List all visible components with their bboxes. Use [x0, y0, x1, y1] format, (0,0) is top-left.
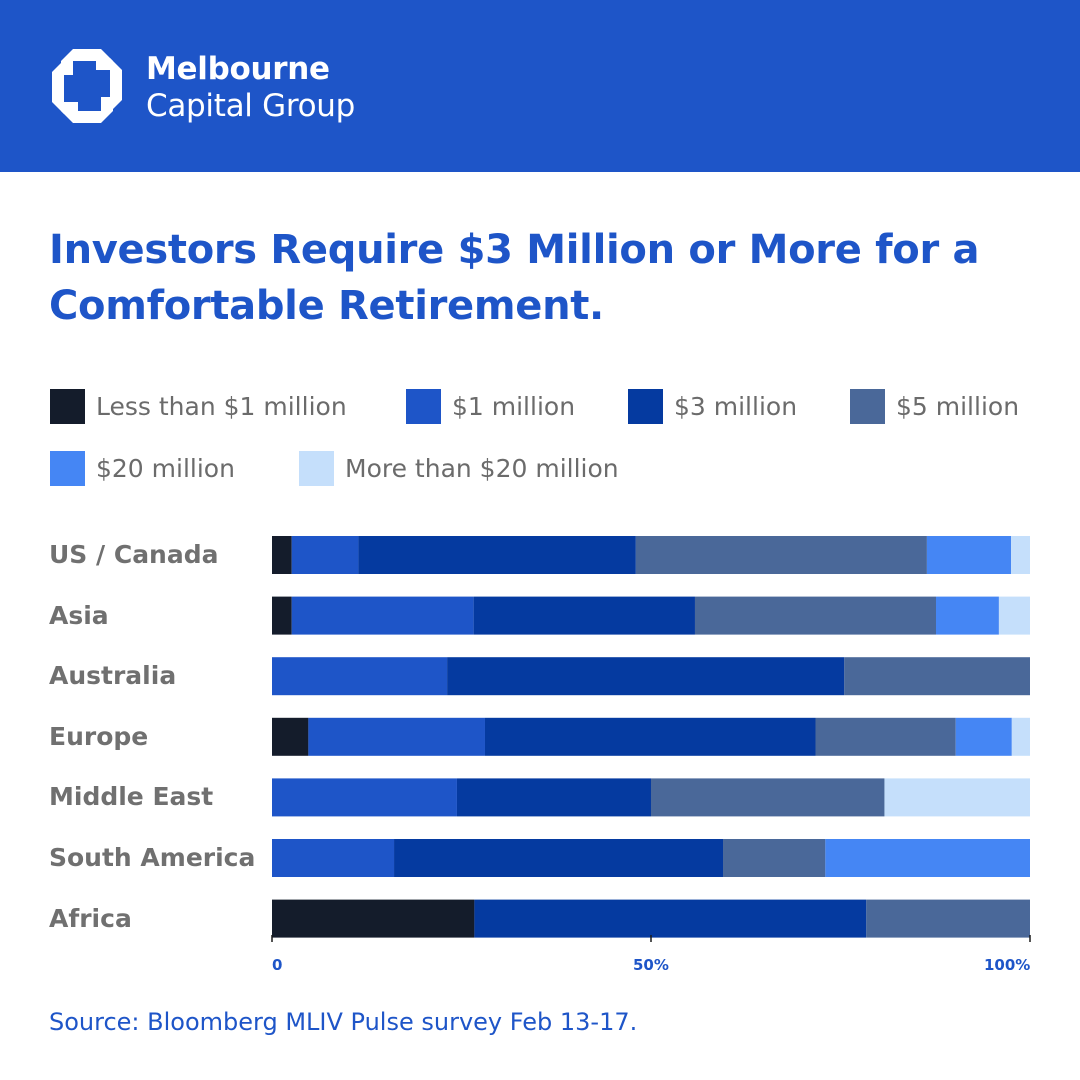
legend-swatch [50, 451, 85, 486]
bar-segment [456, 778, 651, 817]
legend-label: Less than $1 million [96, 392, 347, 421]
brand-header: Melbourne Capital Group [0, 0, 1080, 172]
bar-segment [272, 778, 457, 817]
bar-segment [272, 536, 292, 574]
category-label: Europe [49, 721, 149, 751]
bar-segment [291, 536, 359, 574]
bar-segment [272, 657, 448, 696]
bar-segment [955, 717, 1012, 756]
bar-segment [936, 596, 999, 635]
bar-segment [473, 596, 695, 635]
legend-label: $20 million [96, 454, 235, 483]
bar-segment [866, 899, 1030, 938]
bar-segment [474, 899, 867, 938]
legend-label: $5 million [896, 392, 1020, 421]
bar-segment [723, 839, 826, 877]
bar-segment [447, 657, 845, 696]
legend-label: More than $20 million [345, 454, 619, 483]
category-label: Australia [49, 661, 177, 691]
bar-segment [485, 717, 816, 756]
bar-segment [1011, 536, 1030, 574]
bar-segment [694, 596, 936, 635]
source-note: Source: Bloomberg MLIV Pulse survey Feb … [49, 1008, 638, 1036]
bar-segment [272, 839, 395, 877]
bar-segment [998, 596, 1030, 635]
x-axis-tick-label: 0 [272, 956, 283, 974]
bar-segment [272, 717, 309, 756]
bar-segment [308, 717, 485, 756]
bar-segment [358, 536, 636, 574]
bar-segment [844, 657, 1030, 696]
bar-segment [291, 596, 474, 635]
brand-name: Melbourne Capital Group [146, 50, 355, 124]
legend-swatch [50, 389, 85, 424]
legend-label: $3 million [674, 392, 798, 421]
legend-label: $1 million [452, 392, 576, 421]
legend-swatch [850, 389, 885, 424]
category-label: Asia [49, 600, 109, 630]
bar-segment [635, 536, 927, 574]
bar-segment [884, 778, 1030, 817]
brand-name-line1: Melbourne [146, 51, 330, 87]
octagon-knot-icon [52, 49, 122, 123]
legend-swatch [406, 389, 441, 424]
category-label: US / Canada [49, 540, 219, 569]
bar-segment [1011, 717, 1030, 756]
legend-swatch [628, 389, 663, 424]
x-axis-tick-label: 100% [984, 956, 1031, 974]
legend-swatch [299, 451, 334, 486]
category-label: Africa [49, 903, 132, 933]
bar-segment [815, 717, 956, 756]
bar-segment [394, 839, 724, 877]
bar-segment [272, 596, 292, 635]
brand-name-line2: Capital Group [146, 88, 356, 124]
category-label: South America [49, 843, 256, 872]
x-axis-tick-label: 50% [633, 956, 669, 974]
bar-segment [272, 899, 475, 938]
category-label: Middle East [49, 782, 214, 812]
bar-segment [825, 839, 1030, 877]
chart-title: Investors Require $3 Million or More for… [49, 227, 980, 329]
bar-segment [651, 778, 885, 817]
bar-segment [926, 536, 1012, 574]
